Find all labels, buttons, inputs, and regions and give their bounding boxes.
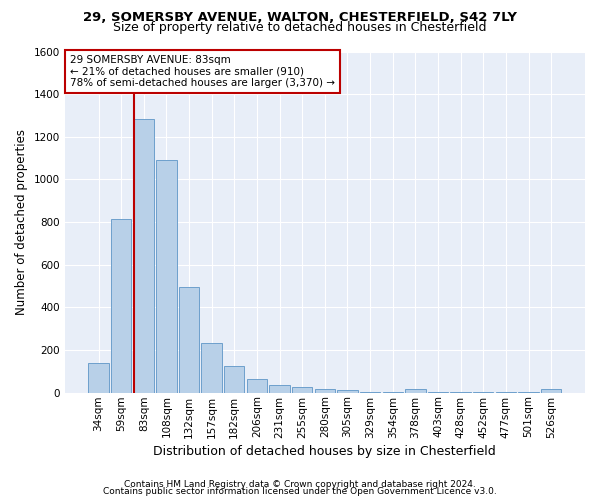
Bar	[292, 387, 313, 392]
Bar	[541, 390, 562, 392]
Bar	[405, 389, 425, 392]
Bar	[337, 390, 358, 392]
Text: Contains HM Land Registry data © Crown copyright and database right 2024.: Contains HM Land Registry data © Crown c…	[124, 480, 476, 489]
Bar	[134, 118, 154, 392]
Text: 29, SOMERSBY AVENUE, WALTON, CHESTERFIELD, S42 7LY: 29, SOMERSBY AVENUE, WALTON, CHESTERFIEL…	[83, 11, 517, 24]
Bar	[156, 160, 176, 392]
Text: Contains public sector information licensed under the Open Government Licence v3: Contains public sector information licen…	[103, 487, 497, 496]
Bar	[224, 366, 244, 392]
X-axis label: Distribution of detached houses by size in Chesterfield: Distribution of detached houses by size …	[154, 444, 496, 458]
Text: Size of property relative to detached houses in Chesterfield: Size of property relative to detached ho…	[113, 21, 487, 34]
Bar	[179, 287, 199, 393]
Bar	[247, 379, 267, 392]
Text: 29 SOMERSBY AVENUE: 83sqm
← 21% of detached houses are smaller (910)
78% of semi: 29 SOMERSBY AVENUE: 83sqm ← 21% of detac…	[70, 55, 335, 88]
Bar	[88, 363, 109, 392]
Bar	[202, 342, 222, 392]
Bar	[314, 390, 335, 392]
Bar	[269, 384, 290, 392]
Y-axis label: Number of detached properties: Number of detached properties	[15, 129, 28, 315]
Bar	[111, 219, 131, 392]
